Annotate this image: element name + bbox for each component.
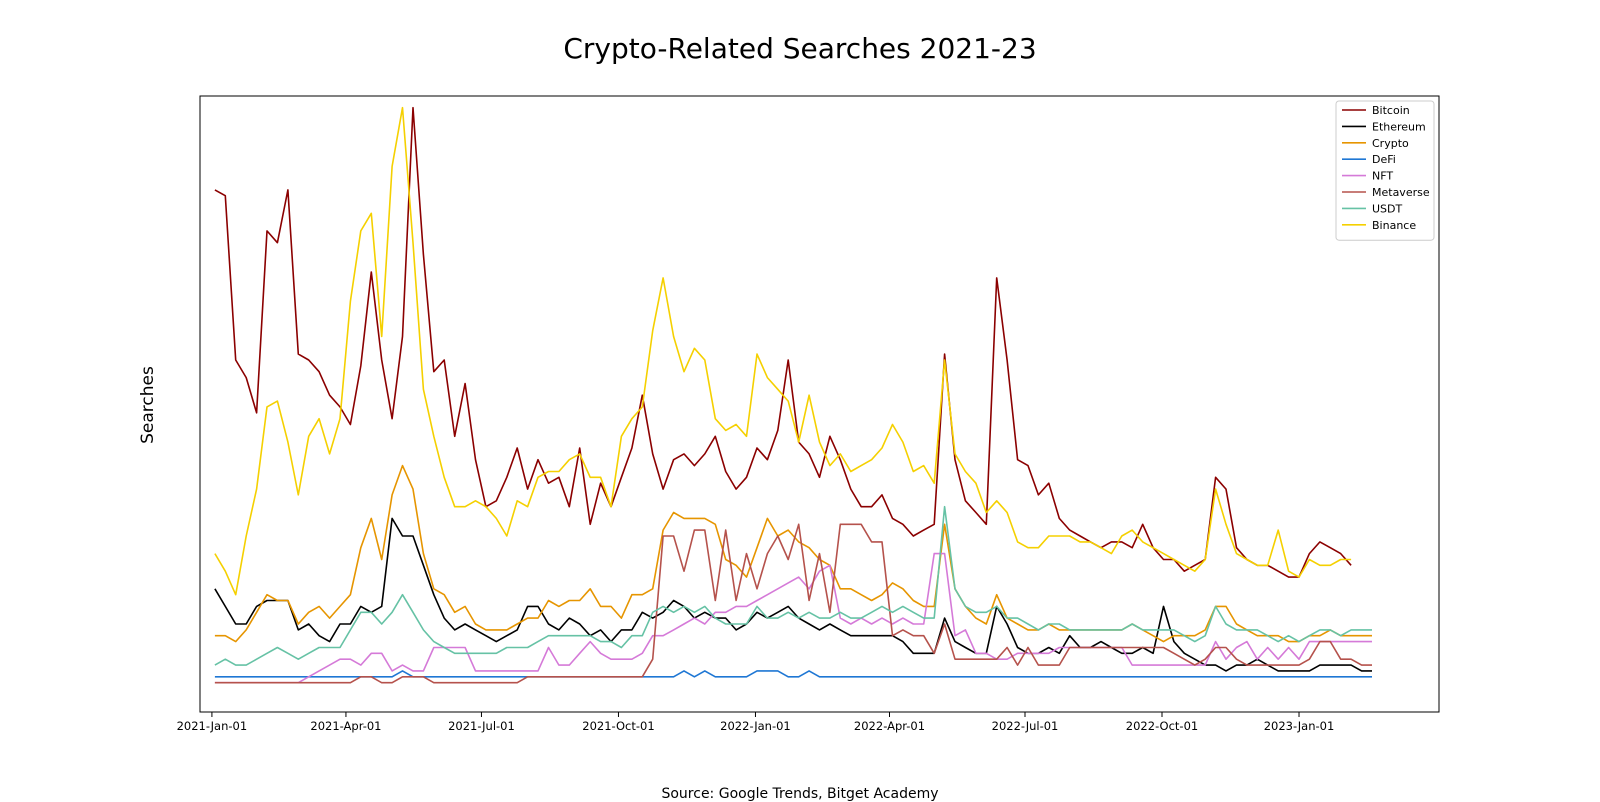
plot-frame <box>199 95 1440 713</box>
legend-label-defi: DeFi <box>1372 153 1396 166</box>
legend-label-binance: Binance <box>1372 219 1416 232</box>
x-tick-label: 2022-Apr-01 <box>854 719 925 733</box>
x-tick-label: 2022-Jul-01 <box>992 719 1059 733</box>
legend-label-ethereum: Ethereum <box>1372 120 1426 133</box>
x-tick-label: 2023-Jan-01 <box>1264 719 1335 733</box>
series-line-crypto <box>214 464 1372 643</box>
legend-label-usdt: USDT <box>1372 202 1403 215</box>
legend-box <box>1335 100 1435 241</box>
x-axis-ticks: 2021-Jan-01 2021-Apr-01 2021-Jul-01 2021-Oc… <box>177 712 1335 733</box>
x-tick-label: 2021-Jul-01 <box>448 719 515 733</box>
x-tick-label: 2021-Oct-01 <box>582 719 654 733</box>
series-line-metaverse <box>214 523 1372 684</box>
source-note: Source: Google Trends, Bitget Academy <box>661 786 939 802</box>
x-tick-label: 2022-Oct-01 <box>1126 719 1198 733</box>
x-tick-label: 2021-Jan-01 <box>177 719 248 733</box>
series-line-defi <box>214 670 1372 678</box>
legend-label-metaverse: Metaverse <box>1372 186 1430 199</box>
legend-label-bitcoin: Bitcoin <box>1372 104 1410 117</box>
series-line-bitcoin <box>214 106 1352 578</box>
x-tick-label: 2022-Jan-01 <box>720 719 791 733</box>
series-line-usdt <box>214 505 1372 666</box>
series-layer <box>214 106 1372 684</box>
chart-title: Crypto-Related Searches 2021-23 <box>563 32 1037 65</box>
legend: Bitcoin Ethereum Crypto DeFi NFT Metaverse USD… <box>1335 100 1435 241</box>
series-line-binance <box>214 106 1352 596</box>
legend-label-nft: NFT <box>1372 170 1393 183</box>
series-line-ethereum <box>214 517 1372 672</box>
series-line-nft <box>214 552 1372 684</box>
legend-label-crypto: Crypto <box>1372 137 1409 150</box>
x-tick-label: 2021-Apr-01 <box>310 719 381 733</box>
